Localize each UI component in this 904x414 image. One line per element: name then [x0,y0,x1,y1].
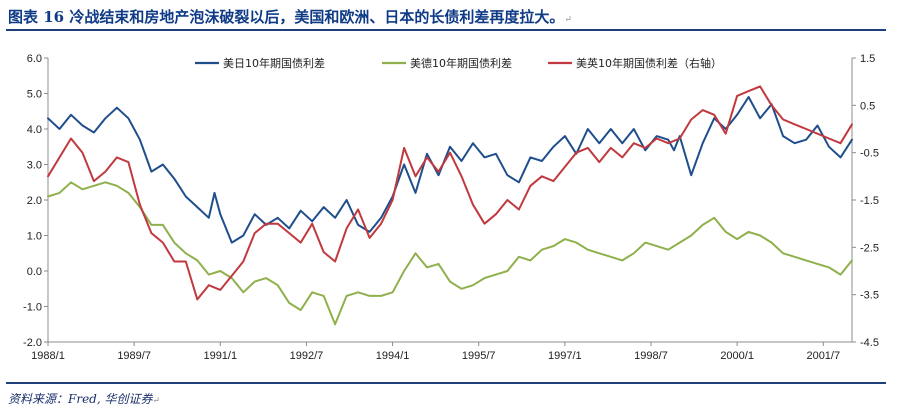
legend-label-1: 美日10年期国债利差 [223,56,325,70]
left-tick-label: 1.0 [27,231,42,243]
x-tick-label: 1995/7 [462,350,496,362]
right-tick-label: -3.5 [860,290,879,302]
x-tick-label: 2001/7 [806,350,840,362]
source-divider [6,382,886,384]
x-tick-label: 1988/1 [31,350,65,362]
left-tick-label: 2.0 [27,195,42,207]
series-line-1 [48,97,852,243]
left-tick-label: 3.0 [27,160,42,172]
left-tick-label: 4.0 [27,124,42,136]
x-tick-label: 1997/1 [548,350,582,362]
left-tick-label: 0.0 [27,266,42,278]
left-tick-label: 5.0 [27,89,42,101]
line-chart: -2.0 -1.0 0.0 1.0 2.0 3.0 4.0 5.0 6.0 -4.5 -3.5 -2.… [0,0,904,414]
right-tick-label: -4.5 [860,337,879,349]
x-tick-label: 1989/7 [117,350,151,362]
series-line-3 [48,86,852,299]
x-tick-label: 1992/7 [290,350,324,362]
left-tick-label: -2.0 [23,337,42,349]
x-tick-label: 1994/1 [376,350,410,362]
x-tick-label: 1998/7 [634,350,668,362]
legend-label-3: 美英10年期国债利差（右轴） [576,56,722,70]
right-tick-label: -0.5 [860,148,879,160]
left-tick-label: -1.0 [23,302,42,314]
x-tick-label: 2000/1 [720,350,754,362]
source-note: 资料来源：Fred, 华创证券↵ [8,390,160,407]
right-tick-label: 1.5 [860,53,875,65]
right-tick-label: -1.5 [860,195,879,207]
x-tick-label: 1991/1 [203,350,237,362]
right-tick-label: -2.5 [860,242,879,254]
left-tick-label: 6.0 [27,53,42,65]
legend-label-2: 美德10年期国债利差 [410,56,512,70]
right-tick-label: 0.5 [860,100,875,112]
